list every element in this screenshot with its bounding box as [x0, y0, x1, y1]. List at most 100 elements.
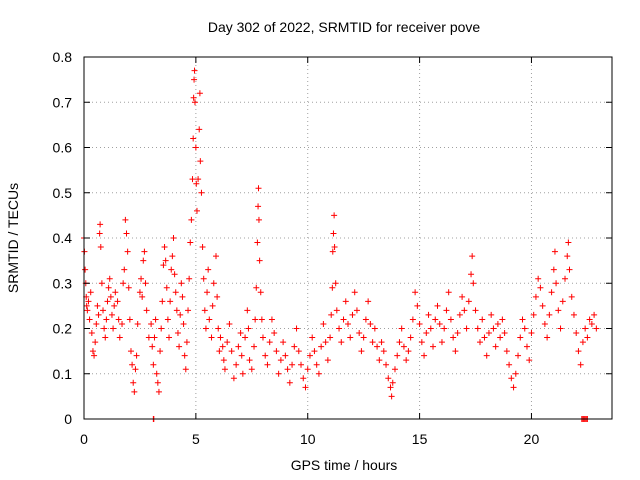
data-point [450, 334, 457, 341]
y-tick-label: 0.6 [53, 140, 73, 156]
data-point [152, 316, 159, 323]
data-point [306, 352, 313, 359]
data-point [593, 325, 600, 332]
data-point [304, 366, 311, 373]
data-point [150, 361, 157, 368]
data-point [423, 330, 430, 337]
data-point [210, 280, 217, 287]
data-point [400, 343, 407, 350]
data-point [84, 307, 91, 314]
data-point [517, 334, 524, 341]
data-point [121, 266, 128, 273]
data-point [154, 379, 161, 386]
data-point [465, 298, 472, 305]
data-point [191, 99, 198, 106]
data-point [273, 348, 280, 355]
data-point [468, 271, 475, 278]
data-point [215, 325, 222, 332]
data-point [221, 366, 228, 373]
data-point [107, 293, 114, 300]
data-point [104, 298, 111, 305]
data-point [436, 320, 443, 327]
data-point [331, 244, 338, 251]
data-point [242, 334, 249, 341]
data-point [206, 316, 213, 323]
data-point [588, 320, 595, 327]
data-point [584, 334, 591, 341]
x-tick-label: 15 [412, 431, 428, 447]
data-point [158, 325, 165, 332]
data-point [315, 370, 322, 377]
axis-ticks [83, 56, 612, 420]
data-point [195, 176, 202, 183]
data-point [257, 289, 264, 296]
data-point [255, 185, 262, 192]
data-point [309, 334, 316, 341]
data-point [192, 144, 199, 151]
data-point [512, 370, 519, 377]
data-point [188, 216, 195, 223]
data-point [383, 361, 390, 368]
data-point [201, 307, 208, 314]
data-point [96, 230, 103, 237]
data-point [138, 275, 145, 282]
data-point [555, 307, 562, 314]
data-point [151, 334, 158, 341]
data-point [546, 311, 553, 318]
data-point [425, 311, 432, 318]
data-point [237, 330, 244, 337]
data-point [268, 316, 275, 323]
data-point [338, 339, 345, 346]
data-point [582, 325, 589, 332]
data-point [508, 375, 515, 382]
data-point [345, 320, 351, 327]
data-point [208, 334, 215, 341]
data-point [251, 343, 258, 350]
data-point [105, 284, 112, 291]
data-point [180, 320, 187, 327]
y-axis-title: SRMTID / TECUs [5, 183, 21, 293]
y-tick-label: 0.1 [53, 366, 73, 382]
data-point [430, 343, 437, 350]
data-point [102, 334, 109, 341]
data-point [327, 334, 334, 341]
data-point [564, 253, 571, 260]
data-point [322, 339, 329, 346]
data-point [162, 257, 169, 264]
data-point [389, 379, 396, 386]
data-point [330, 230, 337, 237]
data-point [432, 316, 439, 323]
data-point [148, 320, 155, 327]
data-point [177, 311, 184, 318]
y-tick-label: 0.4 [53, 230, 73, 246]
data-point [95, 311, 102, 318]
data-point [550, 266, 557, 273]
data-point [193, 207, 200, 214]
data-point [155, 388, 162, 395]
data-point [461, 307, 468, 314]
data-point [174, 330, 181, 337]
data-point [477, 339, 483, 346]
data-point [329, 248, 336, 255]
data-point [551, 248, 558, 255]
data-point [169, 253, 176, 260]
data-point [132, 366, 139, 373]
y-tick-label: 0.7 [53, 94, 73, 110]
data-point [568, 293, 575, 300]
data-point [110, 325, 117, 332]
data-point [196, 90, 203, 97]
data-point [452, 348, 459, 355]
data-point [101, 325, 108, 332]
data-point [293, 325, 300, 332]
data-point [394, 352, 401, 359]
data-point [202, 325, 209, 332]
data-point [239, 370, 246, 377]
data-point [114, 298, 121, 305]
data-point [328, 311, 335, 318]
data-point [405, 348, 412, 355]
data-point [259, 334, 266, 341]
data-point [254, 239, 261, 246]
x-tick-label: 20 [524, 431, 540, 447]
data-point [494, 320, 501, 327]
data-point [506, 361, 513, 368]
